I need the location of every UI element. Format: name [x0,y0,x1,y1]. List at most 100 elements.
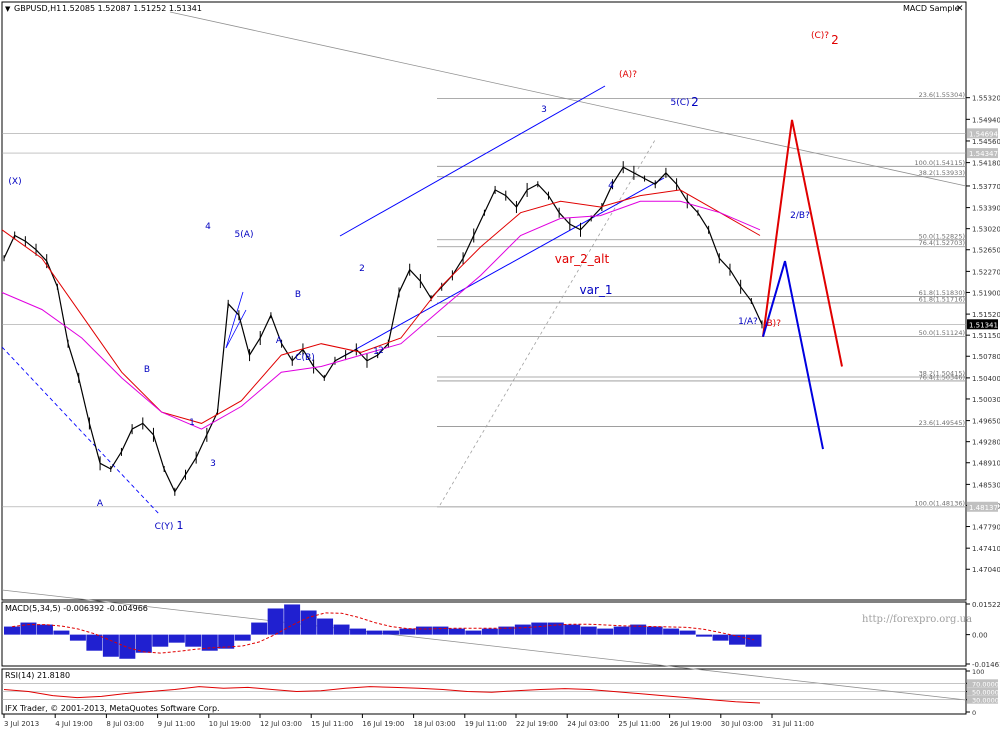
macd-bar [119,634,136,659]
macd-bar [729,634,746,645]
price-tag-label: 1.54347 [969,150,998,158]
wave-label: 2 [378,346,384,356]
watermark-text: http://forexpro.org.ua [862,614,972,625]
dropdown-triangle-icon[interactable]: ▼ [5,5,11,13]
forecast-path-var-2-alt [762,119,843,367]
wave-label: B [295,290,301,300]
fibonacci-level-label: 50.0(1.51124) [919,329,965,337]
rsi-axis-label: 100 [972,668,984,676]
macd-bar [597,628,614,635]
price-axis-label: 1.50780 [972,353,1000,361]
wave-label: (X) [8,177,21,187]
rsi-tag-box [967,679,998,688]
wave-label: A [97,499,104,509]
wave-label: var_2_alt [555,252,610,266]
time-axis-label: 19 Jul 11:00 [465,720,507,728]
macd-bar [465,630,482,635]
time-axis-label: 22 Jul 19:00 [516,720,558,728]
wave-label: 1 [177,519,184,532]
fibonacci-level-label: 23.6(1.55304) [919,91,965,99]
main-chart-layer: 23.6(1.55304) 100.0(1.54115) 38.2(1.53933)… [1,11,967,701]
close-icon[interactable]: ✕ [956,4,964,14]
macd-bar [564,624,581,635]
macd-bar [432,626,449,635]
main-plot-frame [1,1,967,601]
wave-label: 4 [205,222,211,232]
macd-bar [646,626,663,635]
macd-bar [383,630,399,635]
macd-bar [234,634,251,641]
price-axis-label: 1.54940 [972,116,1000,124]
macd-bar [218,634,235,649]
wave-label: 5(A) [235,230,254,240]
wave-label: (C)? [811,31,829,41]
wave-label: 2 [359,264,365,274]
fibonacci-level-label: 50.0(1.52825) [919,232,965,240]
macd-bar [630,624,647,635]
price-tag-label: 1.48137 [969,504,998,512]
wave-label: 4 [608,181,614,191]
channel-upper-line [339,85,606,237]
macd-layer [4,604,762,659]
wave-label: 1/A? [738,317,758,327]
time-axis-label: 12 Jul 03:00 [260,720,302,728]
grey-trend-line [169,11,967,187]
macd-bar [514,624,531,635]
time-axis-label: 31 Jul 11:00 [772,720,814,728]
macd-bar [663,628,680,635]
rsi-layer [2,682,966,704]
price-axis-label: 1.55320 [972,95,1000,103]
fibonacci-level-label: 100.0(1.54115) [914,159,965,167]
macd-bar [317,618,334,635]
price-axis-label: 1.48910 [972,460,1000,468]
price-axis-label: 1.51900 [972,289,1000,297]
wave-label: 1 [373,347,379,357]
price-tag-box [967,128,998,139]
wedge-line [225,291,244,349]
rsi-tag-box [967,687,998,696]
macd-bar [679,630,696,635]
macd-bar [696,634,713,637]
price-axis-label: 1.51520 [972,311,1000,319]
wave-label: 1 [189,418,195,428]
macd-bar [531,622,548,635]
macd-bar [4,626,20,635]
fibonacci-level-label: 23.6(1.49545) [919,419,965,427]
macd-bar [613,626,630,635]
price-axis-label: 1.48530 [972,481,1000,489]
macd-bar [498,626,515,635]
wave-label: A [276,336,283,346]
price-axis-label: 1.53770 [972,183,1000,191]
macd-title: MACD(5,34,5) -0.006392 -0.004966 [5,604,148,613]
ohlc-label: 1.52085 1.52087 1.51252 1.51341 [62,4,202,13]
wave-label: 3 [541,105,547,115]
price-tag-box [967,501,998,512]
wave-label: B [144,365,150,375]
wave-label: C(Y) [155,522,174,532]
footer-text: IFX Trader, © 2001-2013, MetaQuotes Soft… [5,704,220,713]
rsi-tag-box [967,695,998,704]
macd-bar [251,622,268,635]
time-axis-label: 9 Jul 11:00 [158,720,196,728]
macd-bar [448,628,465,635]
macd-bar [201,634,218,651]
red-moving-average [1,189,761,424]
time-axis-label: 8 Jul 03:00 [106,720,144,728]
fibonacci-level-label: 76.4(1.52703) [919,239,965,247]
price-tag-label: 1.51341 [969,321,998,329]
price-axis-label: 1.54560 [972,138,1000,146]
macd-bar [86,634,103,651]
time-axis-label: 24 Jul 03:00 [567,720,609,728]
grey-trend-line-lower [1,589,967,701]
macd-bar [350,628,367,635]
price-axis-label: 1.54180 [972,160,1000,168]
channel-lower-line [339,177,665,359]
dashed-channel-line [1,346,161,516]
macd-bar [152,634,169,647]
wave-label: (B)? [763,319,781,329]
macd-bar [333,624,350,635]
macd-bar [547,622,564,635]
